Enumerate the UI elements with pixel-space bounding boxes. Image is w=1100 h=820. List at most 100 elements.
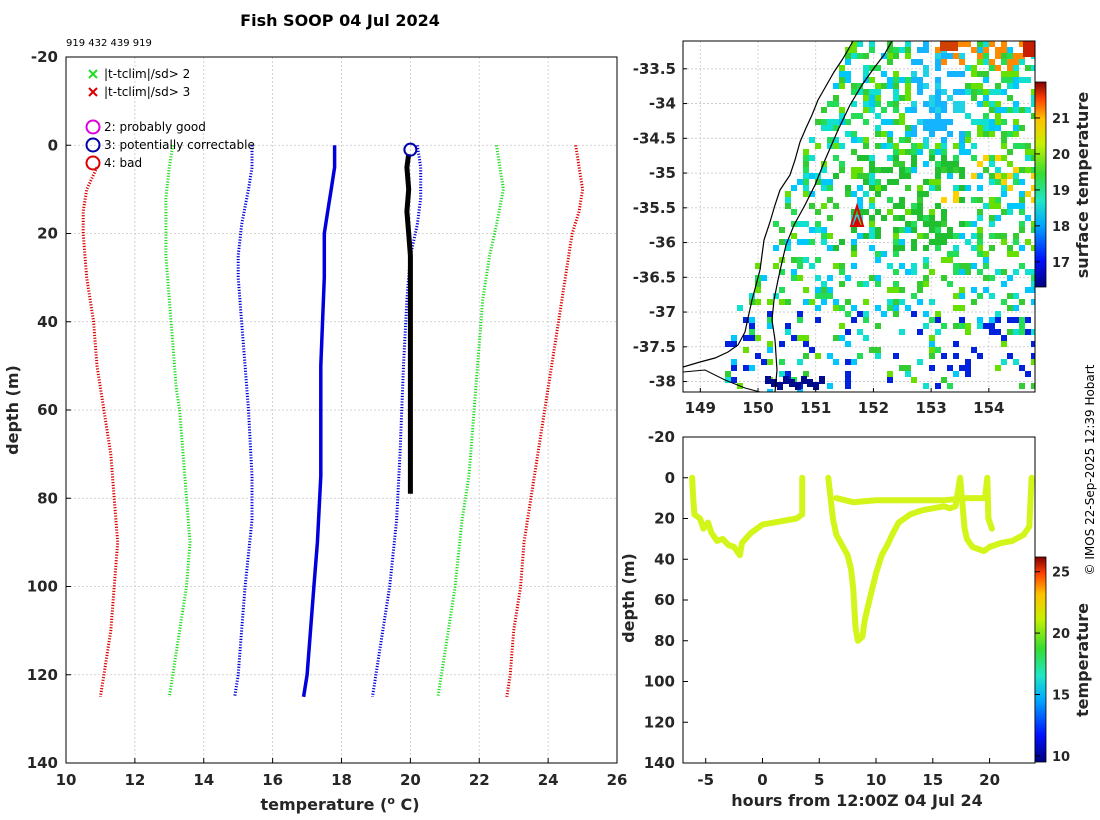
sst-pixel: [875, 257, 881, 263]
sst-pixel: [995, 107, 1001, 113]
sst-pixel: [749, 335, 755, 341]
sst-pixel: [1007, 245, 1013, 251]
sst-pixel: [1025, 269, 1031, 275]
sst-pixel: [899, 47, 905, 53]
sst-pixel: [1019, 323, 1025, 329]
sst-colorbar: 17 18 19 20 21 surface temperature: [1034, 81, 1092, 288]
sst-pixel: [803, 371, 809, 377]
sst-pixel: [767, 299, 773, 305]
sst-pixel: [953, 191, 959, 197]
sst-pixel: [887, 101, 893, 107]
sst-pixel: [1013, 125, 1019, 131]
sst-pixel: [929, 335, 935, 341]
sst-pixel: [875, 125, 881, 131]
sst-pixel: [815, 257, 821, 263]
sst-pixel: [887, 119, 893, 125]
sst-pixel: [857, 113, 863, 119]
sst-pixel: [953, 353, 959, 359]
sst-pixel: [941, 239, 947, 245]
sst-pixel: [839, 107, 845, 113]
sst-pixel: [971, 143, 977, 149]
sst-pixels: [725, 41, 1035, 392]
sst-pixel: [875, 305, 881, 311]
profile-y-tick-label: 100: [27, 578, 58, 596]
sst-pixel: [983, 53, 989, 59]
sst-pixel: [821, 299, 827, 305]
sst-pixel: [947, 95, 953, 101]
sst-pixel: [1031, 173, 1035, 179]
sst-pixel: [911, 263, 917, 269]
sst-pixel: [953, 371, 959, 377]
sst-pixel: [1013, 179, 1019, 185]
sst-pixel: [821, 119, 827, 125]
sst-pixel: [1031, 281, 1035, 287]
sst-pixel: [749, 365, 755, 371]
sst-pixel: [827, 197, 833, 203]
sst-pixel: [977, 293, 983, 299]
sst-pixel: [875, 185, 881, 191]
sst-pixel: [731, 365, 737, 371]
sst-pixel: [947, 281, 953, 287]
map-lon-tick-label: 151: [800, 399, 831, 417]
sst-pixel: [959, 287, 965, 293]
qc3-circle-icon: [85, 137, 101, 153]
sst-pixel: [827, 143, 833, 149]
sst-pixel: [1001, 155, 1007, 161]
sst-pixel: [857, 311, 863, 317]
sst-pixel: [1007, 95, 1013, 101]
sst-pixel: [935, 83, 941, 89]
profile-y-tick-label: 120: [27, 666, 58, 684]
sst-pixel: [833, 305, 839, 311]
sst-pixel: [953, 263, 959, 269]
sst-pixel: [851, 251, 857, 257]
sst-pixel: [923, 71, 929, 77]
sst-pixel: [995, 179, 1001, 185]
sst-pixel: [1013, 71, 1019, 77]
sst-pixel: [977, 215, 983, 221]
sst-pixel: [851, 47, 857, 53]
sst-pixel: [959, 197, 965, 203]
sst-pixel: [941, 275, 947, 281]
sst-pixel: [989, 161, 995, 167]
sst-pixel: [965, 185, 971, 191]
sst-pixel: [911, 203, 917, 209]
sst-pixel: [935, 203, 941, 209]
sst-pixel: [881, 71, 887, 77]
sst-pixel: [917, 77, 923, 83]
sst-pixel: [1013, 65, 1019, 71]
sst-pixel: [845, 77, 851, 83]
sst-pixel: [1013, 83, 1019, 89]
sst-pixel: [827, 233, 833, 239]
profile-series-line: [81, 166, 120, 698]
sst-pixel: [827, 137, 833, 143]
sst-pixel: [941, 197, 947, 203]
sst-pixel: [905, 167, 911, 173]
sst-pixel: [1001, 41, 1007, 47]
sst-pixel: [1031, 221, 1035, 227]
sst-pixel: [965, 263, 971, 269]
sst-pixel: [1001, 89, 1007, 95]
sst-pixel: [917, 359, 923, 365]
sst-pixel: [807, 379, 813, 387]
sst-pixel: [887, 305, 893, 311]
sst-pixel: [1013, 359, 1019, 365]
sst-pixel: [833, 137, 839, 143]
sst-pixel: [1019, 221, 1025, 227]
sst-pixel: [923, 281, 929, 287]
sst-pixel: [905, 305, 911, 311]
sst-pixel: [1025, 77, 1031, 83]
coastline-south: [683, 369, 761, 392]
sst-pixel: [1031, 227, 1035, 233]
sst-pixel: [833, 335, 839, 341]
sst-pixel: [887, 287, 893, 293]
sst-pixel: [917, 329, 923, 335]
sst-pixel: [941, 155, 947, 161]
profile-series-line: [164, 145, 192, 698]
sst-pixel: [971, 71, 977, 77]
sst-pixel: [887, 53, 893, 59]
sst-pixel: [1013, 293, 1019, 299]
sst-pixel: [893, 311, 899, 317]
sst-pixel: [953, 155, 959, 161]
sst-pixel: [971, 47, 977, 53]
map-lat-tick-label: -36.5: [633, 268, 676, 286]
